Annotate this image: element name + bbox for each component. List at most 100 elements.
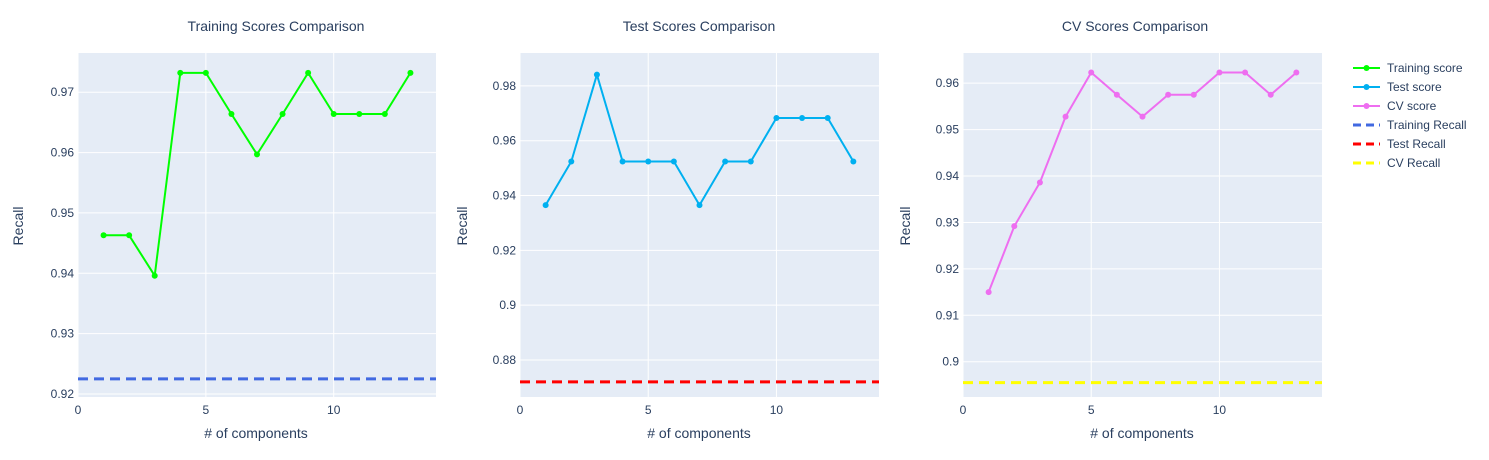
y-tick-label: 0.92 bbox=[51, 387, 75, 401]
data-point bbox=[619, 158, 626, 165]
plot-area: 0 5 10 0.92 0.93 0.94 0.95 0.96 0.97 bbox=[51, 53, 436, 417]
legend-label: Training Recall bbox=[1387, 118, 1467, 132]
data-point bbox=[799, 114, 806, 121]
legend-label: CV Recall bbox=[1387, 156, 1440, 170]
data-point bbox=[202, 69, 209, 76]
y-tick-label: 0.97 bbox=[51, 85, 75, 99]
y-tick-label: 0.95 bbox=[51, 206, 75, 220]
data-point bbox=[1088, 69, 1095, 76]
chart-title: Test Scores Comparison bbox=[623, 18, 776, 34]
y-tick-label: 0.88 bbox=[493, 353, 517, 367]
y-tick-label: 0.94 bbox=[51, 266, 75, 280]
data-point bbox=[356, 110, 363, 117]
data-point bbox=[773, 114, 780, 121]
chart-title: Training Scores Comparison bbox=[188, 18, 365, 34]
data-point bbox=[407, 69, 414, 76]
subplot-training: 0 5 10 0.92 0.93 0.94 0.95 0.96 0.97 Training Sc… bbox=[10, 18, 436, 441]
y-tick-label: 0.93 bbox=[936, 215, 960, 229]
data-point bbox=[985, 289, 992, 296]
plot-background bbox=[963, 53, 1322, 397]
legend-item: Training Recall bbox=[1353, 118, 1467, 132]
legend-item: CV score bbox=[1353, 99, 1437, 113]
data-point bbox=[126, 232, 133, 239]
data-point bbox=[645, 158, 652, 165]
chart-title: CV Scores Comparison bbox=[1062, 18, 1208, 34]
data-point bbox=[1139, 113, 1146, 120]
data-point bbox=[1190, 91, 1197, 98]
y-tick-label: 0.93 bbox=[51, 327, 75, 341]
data-point bbox=[568, 158, 575, 165]
x-tick-label: 5 bbox=[203, 403, 210, 417]
subplot-cv: 0 5 10 0.9 0.91 0.92 0.93 0.94 0.95 0.96 CV Score… bbox=[897, 18, 1322, 441]
legend-swatch-marker bbox=[1363, 84, 1370, 90]
plot-background bbox=[520, 53, 879, 397]
x-tick-label: 10 bbox=[770, 403, 784, 417]
subplot-test: 0 5 10 0.88 0.9 0.92 0.94 0.96 0.98 Test Scores … bbox=[454, 18, 879, 441]
x-axis-title: # of components bbox=[647, 425, 751, 441]
y-axis-title: Recall bbox=[10, 207, 26, 246]
data-point bbox=[305, 69, 312, 76]
legend-label: Training score bbox=[1387, 61, 1463, 75]
x-tick-label: 5 bbox=[1088, 403, 1095, 417]
y-tick-label: 0.92 bbox=[936, 262, 960, 276]
data-point bbox=[330, 110, 337, 117]
plot-background bbox=[78, 53, 436, 397]
data-point bbox=[254, 151, 260, 158]
x-tick-label: 0 bbox=[75, 403, 82, 417]
x-axis-title: # of components bbox=[1090, 425, 1194, 441]
y-tick-label: 0.92 bbox=[493, 243, 517, 257]
data-point bbox=[1011, 223, 1018, 230]
data-point bbox=[747, 158, 754, 165]
data-point bbox=[1216, 69, 1223, 76]
data-point bbox=[1062, 113, 1069, 120]
plot-area: 0 5 10 0.9 0.91 0.92 0.93 0.94 0.95 0.96 bbox=[936, 53, 1322, 417]
y-tick-label: 0.94 bbox=[936, 169, 960, 183]
legend-label: Test score bbox=[1387, 80, 1442, 94]
data-point bbox=[1267, 91, 1274, 98]
plot-area: 0 5 10 0.88 0.9 0.92 0.94 0.96 0.98 bbox=[493, 53, 879, 417]
data-point bbox=[593, 71, 600, 78]
data-point bbox=[1113, 91, 1120, 98]
legend-label: Test Recall bbox=[1387, 137, 1446, 151]
y-tick-label: 0.94 bbox=[493, 189, 517, 203]
x-tick-label: 5 bbox=[645, 403, 652, 417]
data-point bbox=[1242, 69, 1249, 76]
y-tick-label: 0.9 bbox=[942, 355, 959, 369]
x-axis-title: # of components bbox=[204, 425, 308, 441]
data-point bbox=[824, 114, 831, 121]
legend-swatch-marker bbox=[1363, 65, 1370, 71]
y-tick-label: 0.98 bbox=[493, 79, 517, 93]
legend-label: CV score bbox=[1387, 99, 1437, 113]
data-point bbox=[100, 232, 107, 239]
data-point bbox=[1165, 91, 1172, 98]
x-tick-label: 0 bbox=[960, 403, 967, 417]
y-tick-label: 0.95 bbox=[936, 123, 960, 137]
data-point bbox=[670, 158, 677, 165]
legend-item: Test Recall bbox=[1353, 137, 1446, 151]
x-tick-label: 10 bbox=[327, 403, 341, 417]
legend-swatch-marker bbox=[1363, 103, 1370, 109]
data-point bbox=[542, 202, 549, 209]
y-axis-title: Recall bbox=[897, 207, 913, 246]
y-tick-label: 0.96 bbox=[936, 76, 960, 90]
y-tick-label: 0.91 bbox=[936, 308, 960, 322]
data-point bbox=[696, 202, 703, 209]
legend-item: CV Recall bbox=[1353, 156, 1440, 170]
x-tick-label: 10 bbox=[1213, 403, 1227, 417]
data-point bbox=[1293, 69, 1300, 76]
data-point bbox=[279, 110, 286, 117]
legend-item: Training score bbox=[1353, 61, 1463, 75]
data-point bbox=[228, 110, 235, 117]
data-point bbox=[850, 158, 857, 165]
y-tick-label: 0.96 bbox=[51, 146, 75, 160]
data-point bbox=[177, 69, 184, 76]
data-point bbox=[722, 158, 729, 165]
legend: Training score Test score CV score Training… bbox=[1353, 61, 1467, 170]
y-tick-label: 0.96 bbox=[493, 134, 517, 148]
x-tick-label: 0 bbox=[517, 403, 524, 417]
data-point bbox=[381, 110, 388, 117]
legend-item: Test score bbox=[1353, 80, 1442, 94]
data-point bbox=[1036, 179, 1043, 186]
y-axis-title: Recall bbox=[454, 207, 470, 246]
